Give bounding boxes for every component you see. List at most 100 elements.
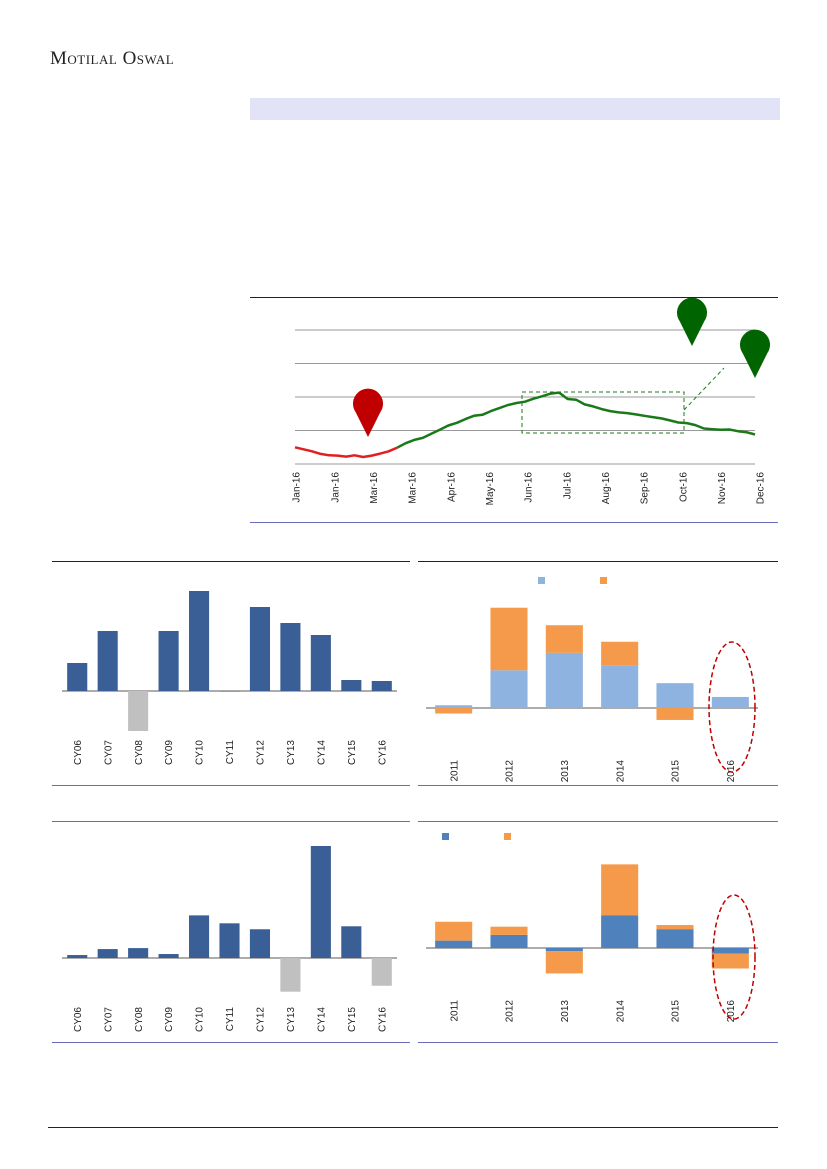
x-tick-label: CY12	[256, 1007, 267, 1032]
x-tick-label: Sep-16	[640, 472, 651, 505]
stack-segment-series-1	[435, 940, 473, 948]
bar-chart-1-top-rule	[52, 561, 410, 562]
bar	[188, 915, 210, 958]
x-tick-label: CY06	[73, 1007, 84, 1032]
bar	[249, 607, 271, 691]
stack-segment-series-2	[601, 641, 639, 666]
x-tick-label: CY09	[164, 1007, 175, 1032]
x-tick-label: CY10	[195, 1007, 206, 1032]
stack-segment-series-1	[711, 948, 749, 954]
bar	[158, 631, 179, 691]
x-tick-label: Aug-16	[601, 472, 612, 505]
stack-chart-1-bottom-rule	[418, 785, 778, 786]
stack-segment-series-2	[435, 708, 473, 714]
stack-segment-series-1	[545, 948, 583, 952]
bar	[371, 958, 392, 986]
stack-segment-series-1	[490, 670, 528, 708]
x-tick-label: CY08	[134, 1007, 145, 1032]
stack-segment-series-2	[545, 625, 583, 653]
bar	[341, 680, 362, 691]
x-tick-label: CY07	[103, 740, 114, 765]
bar	[128, 691, 149, 731]
bar	[97, 949, 118, 958]
legend-swatch-series-2	[600, 577, 607, 584]
bar-chart-2-bottom-rule	[52, 1042, 410, 1043]
stack-segment-series-1	[545, 652, 583, 708]
green-series-line	[396, 391, 756, 449]
bar-chart-2-top-rule	[52, 821, 410, 822]
x-tick-label: Dec-16	[756, 472, 767, 505]
bar	[280, 623, 301, 691]
highlight-connector	[683, 367, 725, 411]
highlight-ellipse	[712, 894, 756, 1020]
legend-swatch-series-2	[504, 833, 511, 840]
bar-chart-2: CY06 CY07 CY08 CY09 CY10 CY11 CY12 CY13 CY14 CY15…	[62, 846, 397, 1032]
bar	[219, 691, 240, 692]
peak-marker-pin	[677, 298, 707, 346]
bar	[280, 958, 301, 992]
x-tick-label: CY06	[73, 740, 84, 765]
stack-segment-series-2	[435, 921, 473, 941]
bar	[97, 631, 118, 691]
x-tick-label: May-16	[485, 472, 496, 506]
bar	[310, 846, 331, 958]
x-tick-label: CY16	[377, 740, 388, 765]
x-tick-label: 2014	[615, 760, 626, 783]
x-tick-label: 2015	[671, 760, 682, 783]
footer-rule	[48, 1127, 778, 1128]
x-tick-label: Jul-16	[562, 472, 573, 500]
stack-segment-series-2	[656, 708, 694, 720]
x-tick-label: CY14	[317, 1007, 328, 1032]
bar-chart-1: CY06 CY07 CY08 CY09 CY10 CY11 CY12 CY13 CY14 CY15…	[62, 591, 397, 765]
end-marker-pin	[740, 329, 770, 378]
x-tick-label: CY15	[347, 1007, 358, 1032]
stack-segment-series-1	[601, 915, 639, 948]
low-marker-pin	[353, 388, 383, 437]
x-tick-label: 2011	[449, 1000, 460, 1022]
x-tick-label: Jan-16	[292, 472, 303, 503]
x-tick-label: 2012	[505, 760, 516, 783]
x-tick-label: CY10	[195, 740, 206, 765]
bar	[219, 923, 240, 958]
bar	[67, 955, 88, 958]
stack-segment-series-1	[656, 929, 694, 948]
bar	[310, 635, 331, 691]
x-tick-label: 2012	[505, 1000, 516, 1023]
x-tick-label: CY07	[103, 1007, 114, 1032]
bar	[67, 663, 88, 691]
bar	[341, 926, 362, 958]
bar	[128, 948, 149, 958]
stack-chart-2: 2011 2012 2013 2014 2015 2016	[426, 833, 758, 1023]
brand-logo: Motilal Oswal	[50, 48, 175, 69]
stack-chart-2-top-rule	[418, 821, 778, 822]
x-tick-label: CY12	[256, 740, 267, 765]
x-tick-label: CY11	[225, 1007, 236, 1032]
x-tick-label: CY09	[164, 740, 175, 765]
x-tick-label: CY13	[286, 1007, 297, 1032]
stack-segment-series-2	[545, 951, 583, 974]
line-chart-top-rule	[250, 297, 778, 298]
x-tick-label: Oct-16	[678, 472, 689, 502]
bar	[371, 681, 392, 691]
x-tick-label: Apr-16	[446, 472, 457, 502]
bar	[188, 591, 210, 691]
stack-segment-series-1	[656, 683, 694, 708]
line-chart: Jan-16 Jan-16 Mar-16 Mar-16 Apr-16 May-16 Jun-…	[292, 298, 770, 506]
legend-swatch-series-1	[442, 833, 449, 840]
legend-swatch-series-1	[538, 577, 545, 584]
x-tick-label: CY16	[377, 1007, 388, 1032]
x-tick-label: CY14	[317, 740, 328, 765]
x-tick-label: 2015	[671, 1000, 682, 1023]
stack-segment-series-2	[601, 864, 639, 916]
stack-segment-series-2	[656, 925, 694, 930]
stack-segment-series-1	[601, 665, 639, 708]
section-band	[250, 98, 780, 120]
stack-segment-series-2	[490, 607, 528, 671]
x-tick-label: 2016	[726, 760, 737, 783]
bar-chart-1-bottom-rule	[52, 785, 410, 786]
stack-segment-series-1	[435, 705, 473, 708]
red-series-line	[294, 446, 398, 459]
x-tick-label: 2013	[560, 1000, 571, 1023]
stack-segment-series-1	[711, 696, 749, 708]
x-tick-label: CY15	[347, 740, 358, 765]
